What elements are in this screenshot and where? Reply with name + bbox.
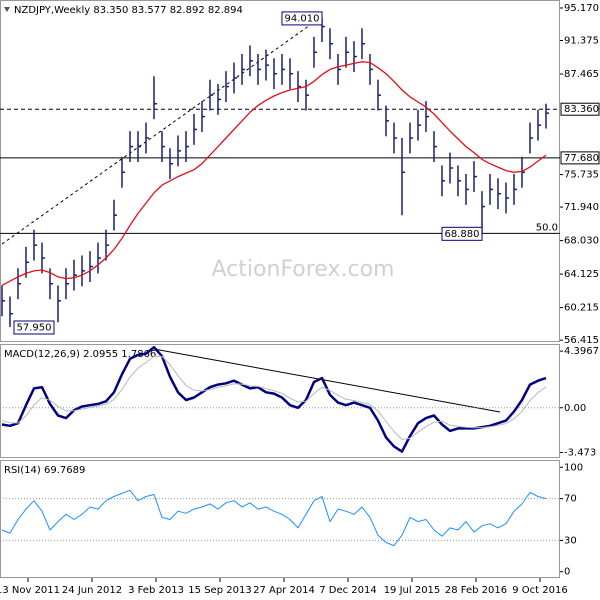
price-panel (0, 0, 560, 342)
annotation-box (281, 11, 323, 26)
macd-title: MACD(12,26,9) 2.0955 1.7866 (4, 349, 156, 360)
level-label-box (560, 102, 600, 116)
y-tick-label: 75.735 (564, 170, 599, 181)
y-tick-label: 100 (564, 462, 583, 473)
watermark: ActionForex.com (212, 257, 395, 282)
level-label: 50.0 (536, 222, 558, 233)
y-tick-label: 30 (564, 535, 577, 546)
annotation: 68.880 (445, 229, 480, 240)
rsi-title: RSI(14) 69.7689 (4, 465, 85, 476)
y-tick-label: 70 (564, 494, 577, 505)
x-tick-label: 27 Apr 2014 (253, 585, 315, 596)
y-tick-label: 4.3967 (564, 346, 599, 357)
x-tick-label: 3 Feb 2013 (128, 585, 184, 596)
y-tick-label: 95.170 (564, 3, 599, 14)
y-tick-label: 0.00 (564, 403, 586, 414)
y-tick-label: -3.473 (564, 447, 596, 458)
level-label: 77.680 (564, 153, 599, 164)
macd-panel (0, 344, 560, 458)
rsi-panel (0, 460, 560, 578)
annotation: 57.950 (17, 323, 52, 334)
y-tick-label: 87.465 (564, 69, 599, 80)
moving-average (1, 61, 547, 286)
annotation-box (441, 226, 483, 241)
level-label-box (560, 151, 600, 165)
x-tick-label: 19 Jul 2015 (384, 585, 441, 596)
trend-line (1, 17, 321, 245)
x-tick-label: 28 Feb 2016 (445, 585, 507, 596)
y-tick-label: 91.375 (564, 36, 599, 47)
indicator-line (1, 355, 547, 440)
x-tick-label: 13 Nov 2011 (0, 585, 60, 596)
y-tick-label: 56.415 (564, 335, 599, 346)
y-tick-label: 64.125 (564, 269, 599, 280)
indicator-line (1, 489, 547, 547)
y-tick-label: 68.030 (564, 236, 599, 247)
chart-title: NZDJPY,Weekly 83.350 83.577 82.892 82.89… (14, 5, 243, 16)
level-label: 83.360 (564, 104, 599, 115)
annotation-box (13, 320, 55, 335)
y-tick-label: 71.940 (564, 202, 599, 213)
icon (4, 7, 10, 12)
y-tick-label: 60.215 (564, 303, 599, 314)
indicator-line (1, 345, 547, 453)
annotation: 94.010 (285, 13, 320, 24)
y-tick-label: 0 (564, 567, 570, 578)
x-tick-label: 24 Jun 2012 (62, 585, 122, 596)
trend-line (153, 348, 501, 413)
x-tick-label: 9 Oct 2016 (512, 585, 567, 596)
x-tick-label: 15 Sep 2013 (188, 585, 251, 596)
x-tick-label: 7 Dec 2014 (319, 585, 377, 596)
